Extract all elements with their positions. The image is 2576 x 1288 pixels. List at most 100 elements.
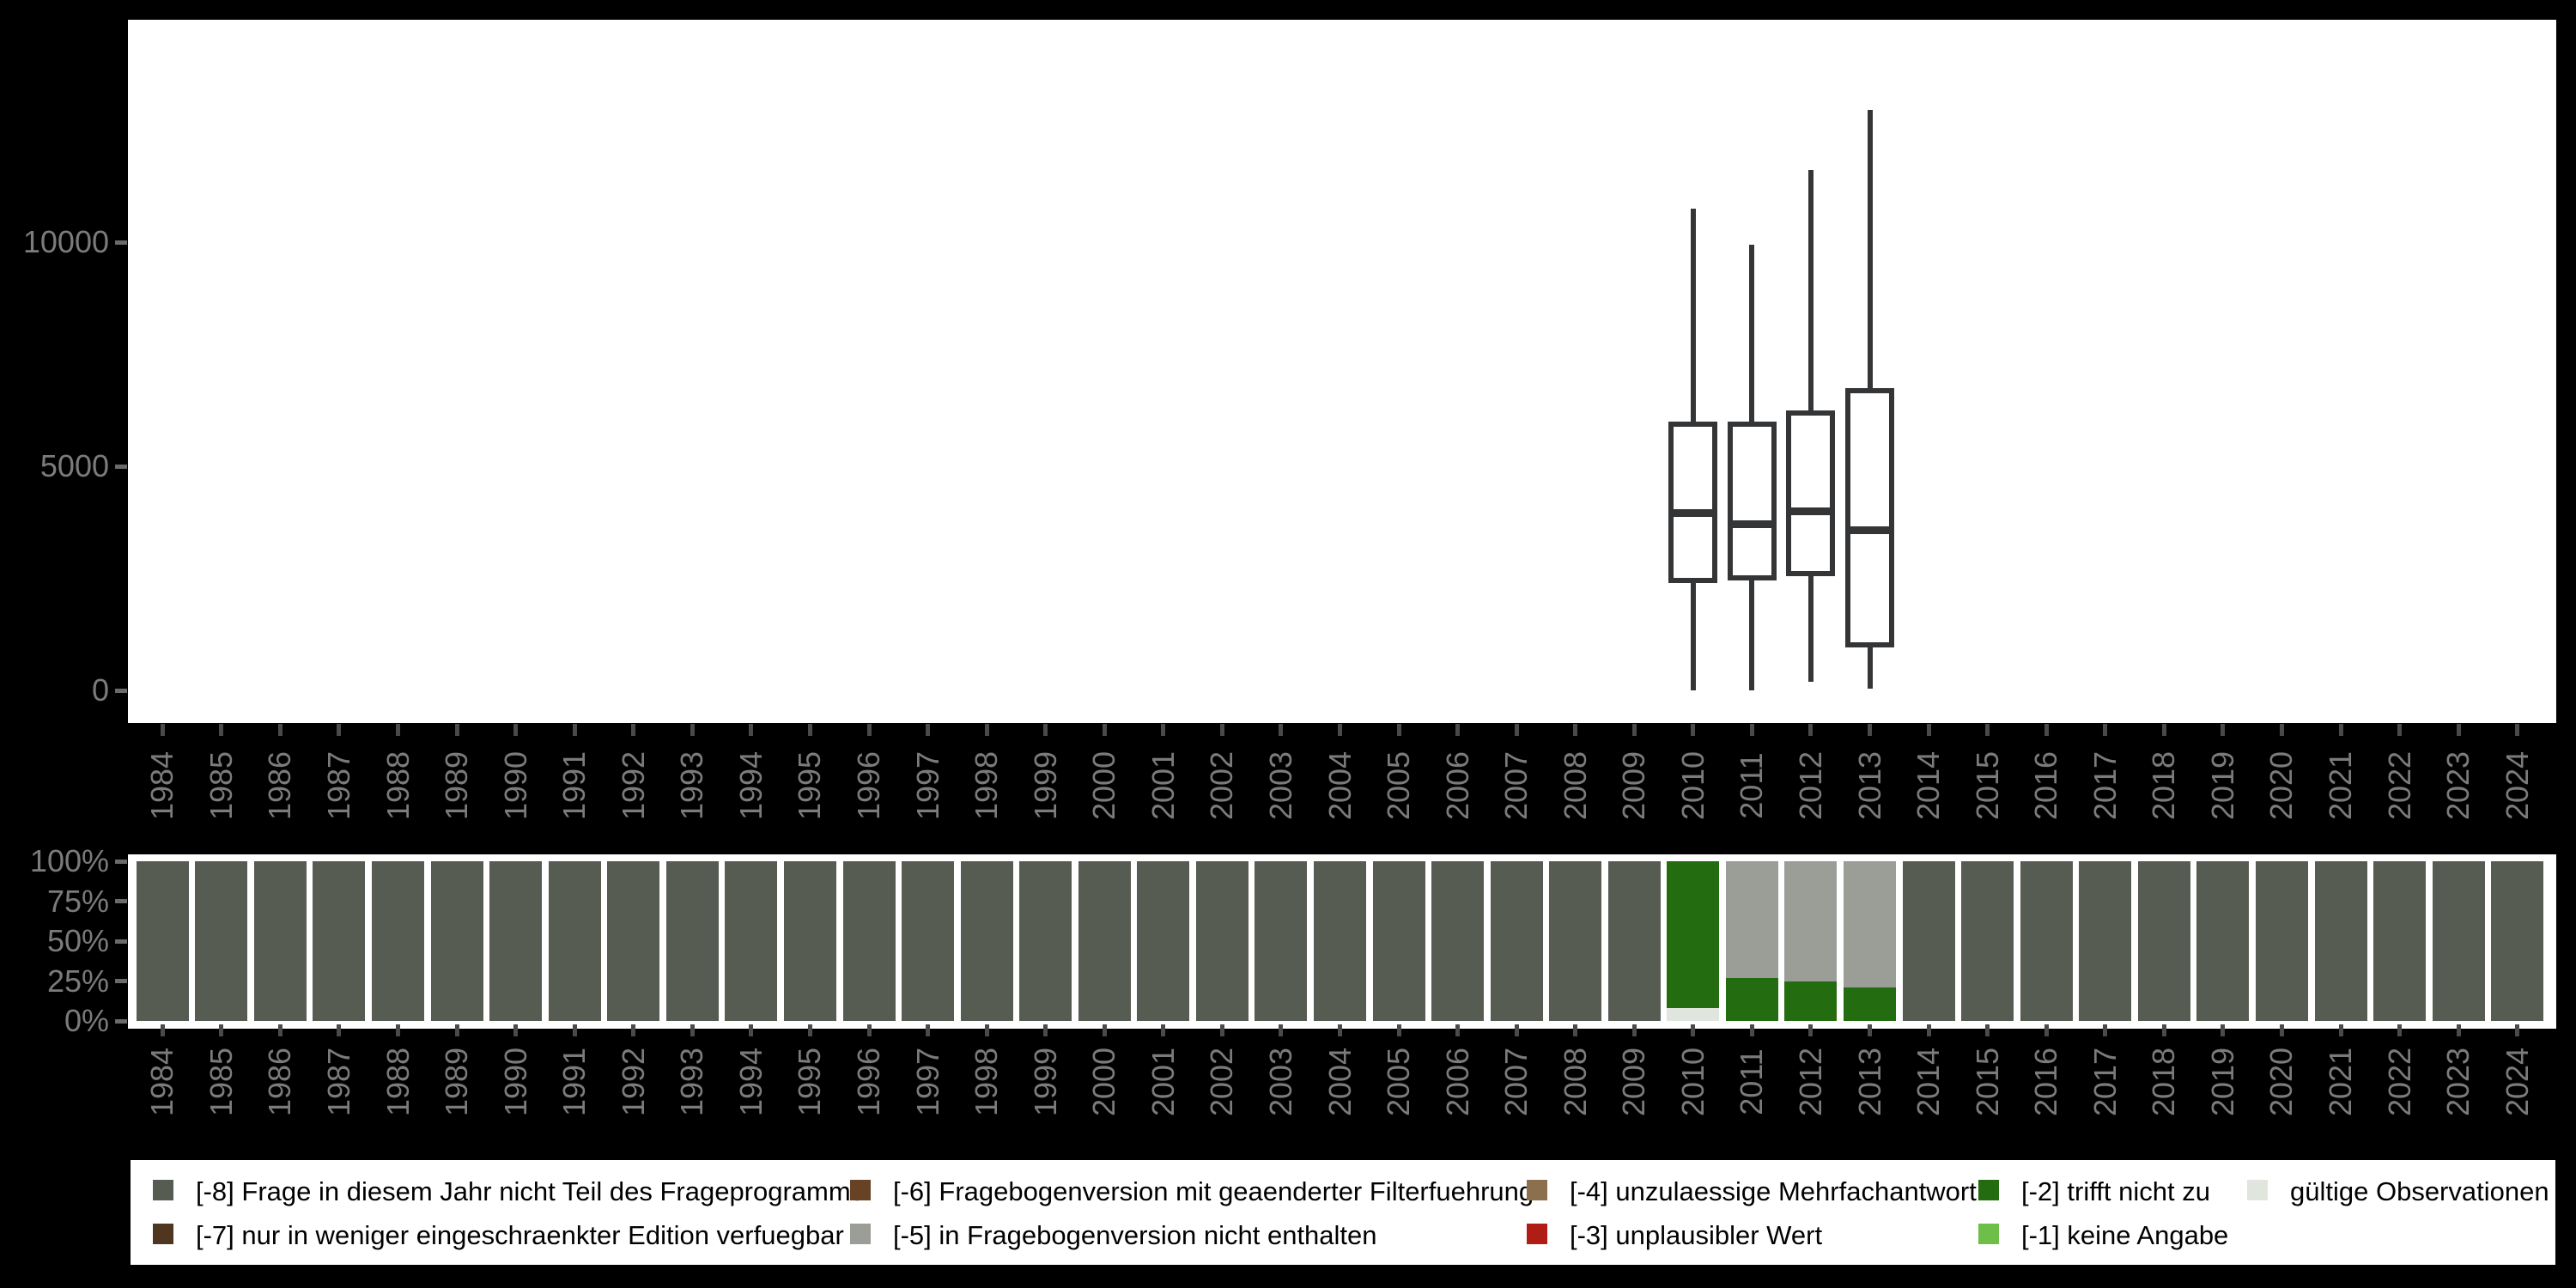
year-label: 1995: [792, 1047, 828, 1117]
year-label: 2009: [1616, 750, 1652, 821]
percent-tick-mark: [115, 1018, 127, 1024]
year-tick-mark: [2338, 724, 2343, 736]
year-tick-mark: [2161, 1024, 2166, 1036]
year-tick-mark: [1631, 724, 1637, 736]
year-label: 2022: [2381, 1047, 2417, 1117]
bar: [2255, 861, 2308, 1021]
year-label: 2004: [1321, 750, 1358, 821]
percent-tick-mark: [115, 899, 127, 903]
year-tick-mark: [2044, 1024, 2049, 1036]
year-label: 2001: [1145, 750, 1181, 821]
median-line: [1732, 520, 1771, 529]
year-label: 1985: [203, 1047, 239, 1117]
year-tick-mark: [1102, 724, 1107, 736]
year-label: 2010: [1674, 750, 1710, 821]
bar: [1725, 861, 1778, 1021]
bar-segment--8: [2137, 861, 2190, 1021]
year-label: 2009: [1616, 1047, 1652, 1117]
year-tick-mark: [337, 724, 342, 736]
bar: [1490, 861, 1543, 1021]
bar: [2079, 861, 2132, 1021]
bar: [1607, 861, 1661, 1021]
year-label: 1987: [320, 750, 356, 821]
bar-segment--2: [1667, 861, 1720, 1009]
year-label: 2012: [1792, 750, 1828, 821]
year-tick-mark: [1514, 1024, 1519, 1036]
year-tick-mark: [2103, 724, 2108, 736]
year-tick-mark: [2397, 724, 2403, 736]
year-label: 2007: [1498, 750, 1534, 821]
bar: [136, 861, 189, 1021]
year-tick-mark: [396, 1024, 401, 1036]
legend-swatch: [2247, 1180, 2268, 1200]
y-tick-mark: [115, 688, 127, 693]
year-tick-mark: [454, 1024, 459, 1036]
year-label: 2019: [2204, 750, 2240, 821]
bar-segment--8: [372, 861, 425, 1021]
bar: [372, 861, 425, 1021]
year-label: 1994: [732, 1047, 769, 1117]
year-tick-mark: [2279, 1024, 2284, 1036]
boxplot-plot-area: [128, 20, 2556, 723]
year-tick-mark: [1219, 1024, 1224, 1036]
bar-segment--8: [489, 861, 543, 1021]
year-tick-mark: [1808, 724, 1814, 736]
year-label: 1988: [380, 750, 416, 821]
year-label: 2016: [2028, 1047, 2064, 1117]
year-tick-mark: [926, 724, 931, 736]
year-label: 2014: [1911, 750, 1947, 821]
legend-label: [-7] nur in weniger eingeschraenkter Edi…: [196, 1220, 844, 1250]
bar-segment--8: [1019, 861, 1072, 1021]
box: [1668, 421, 1718, 583]
year-tick-mark: [513, 1024, 519, 1036]
year-label: 1992: [615, 750, 651, 821]
year-tick-mark: [219, 1024, 224, 1036]
bar: [1195, 861, 1249, 1021]
year-tick-mark: [690, 724, 695, 736]
bar-segment--8: [2196, 861, 2250, 1021]
year-label: 1989: [439, 750, 475, 821]
bar-segment--8: [725, 861, 778, 1021]
legend-label: [-8] Frage in diesem Jahr nicht Teil des…: [196, 1176, 865, 1206]
legend-label: [-2] trifft nicht zu: [2021, 1176, 2210, 1206]
year-tick-mark: [219, 724, 224, 736]
year-tick-mark: [2221, 1024, 2226, 1036]
year-tick-mark: [1985, 1024, 1990, 1036]
percent-tick-label: 100%: [29, 843, 109, 878]
bar-segment-valid: [1667, 1008, 1720, 1021]
bar-segment--8: [1431, 861, 1485, 1021]
bar: [607, 861, 660, 1021]
year-label: 1999: [1027, 750, 1063, 821]
year-label: 1986: [262, 1047, 298, 1117]
percent-tick-label: 50%: [46, 923, 109, 958]
bar: [2020, 861, 2073, 1021]
bar: [1844, 861, 1897, 1021]
year-label: 2018: [2146, 750, 2182, 821]
year-tick-mark: [631, 724, 636, 736]
percent-tick-mark: [115, 859, 127, 864]
year-label: 2008: [1557, 750, 1593, 821]
bar: [1019, 861, 1072, 1021]
y-tick-label: 5000: [39, 448, 109, 483]
y-tick-mark: [115, 240, 127, 245]
legend-swatch: [850, 1224, 871, 1244]
year-label: 2024: [2499, 750, 2535, 821]
bar-segment--5: [1844, 861, 1897, 987]
year-label: 2007: [1498, 1047, 1534, 1117]
bar-segment--8: [1314, 861, 1366, 1021]
legend-label: [-6] Fragebogenversion mit geaenderter F…: [893, 1176, 1534, 1206]
bar-segment--8: [1137, 861, 1190, 1021]
year-label: 2006: [1439, 750, 1475, 821]
year-label: 2010: [1674, 1047, 1710, 1117]
year-label: 1997: [909, 1047, 945, 1117]
year-tick-mark: [337, 1024, 342, 1036]
year-tick-mark: [1868, 1024, 1873, 1036]
bar: [1255, 861, 1308, 1021]
legend-label: [-1] keine Angabe: [2021, 1220, 2229, 1250]
bar-segment--8: [2255, 861, 2308, 1021]
year-tick-mark: [1455, 1024, 1461, 1036]
year-label: 1987: [320, 1047, 356, 1117]
year-tick-mark: [1691, 1024, 1696, 1036]
bar-segment--5: [1725, 861, 1778, 978]
median-line: [1674, 509, 1713, 518]
